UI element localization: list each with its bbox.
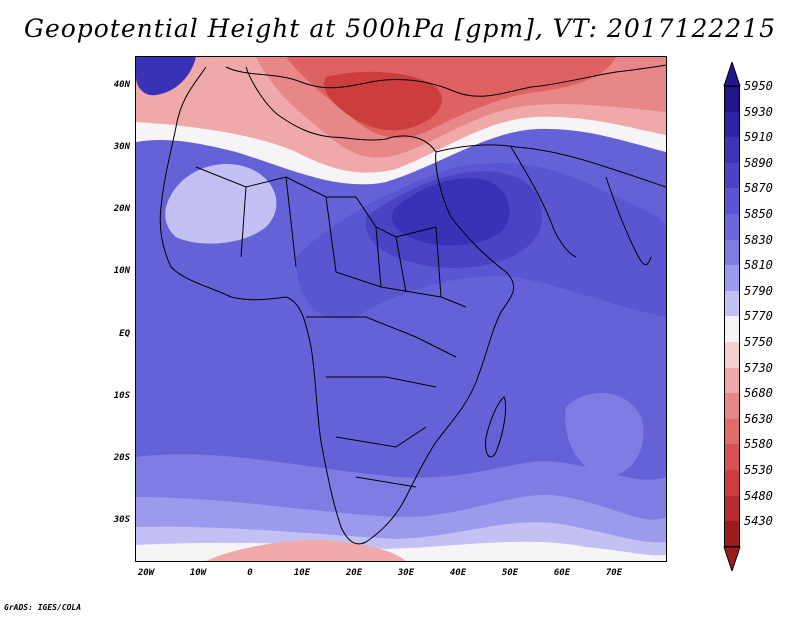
colorbar-swatch: [724, 444, 740, 470]
lon-label-50e: 50E: [501, 568, 519, 578]
colorbar-label: 5480: [744, 488, 773, 503]
colorbar-swatch: [724, 367, 740, 394]
lat-label-10s: 10S: [113, 391, 130, 401]
red-sea-coast: [510, 146, 577, 258]
colorbar-swatch: [724, 214, 740, 240]
field-band-5910: [391, 178, 510, 246]
footer-credit: GrADS: IGES/COLA: [4, 603, 82, 612]
country-borders: [195, 166, 467, 488]
lat-label-40n: 40N: [113, 80, 130, 90]
colorbar-swatch: [724, 111, 740, 138]
med-coast: [225, 64, 666, 97]
field-south-red: [206, 540, 406, 561]
colorbar-label: 5950: [744, 79, 773, 93]
colorbar-label: 5790: [744, 283, 773, 298]
coastlines: [159, 64, 666, 545]
colorbar-label: 5850: [744, 207, 773, 221]
colorbar-bottom-arrow: [723, 546, 741, 571]
colorbar-swatch: [724, 393, 740, 419]
colorbar-swatch: [724, 495, 740, 522]
colorbar-swatch: [724, 265, 740, 291]
india-coast: [605, 176, 652, 266]
colorbar-label: 5430: [744, 514, 773, 529]
colorbar-label: 5930: [744, 104, 773, 119]
colorbar-label: 5810: [744, 258, 773, 273]
colorbar-swatch: [724, 86, 740, 112]
colorbar-swatch: [724, 239, 740, 266]
geopotential-field: [136, 57, 666, 561]
madagascar-coast: [485, 396, 507, 458]
colorbar-label: 5680: [744, 386, 773, 401]
colorbar-swatch: [724, 290, 740, 317]
map-plot-area: [135, 56, 667, 562]
chart-title: Geopotential Height at 500hPa [gpm], VT:…: [23, 14, 777, 43]
colorbar-swatch: [724, 521, 740, 547]
colorbar-label: 5890: [744, 155, 773, 170]
lat-label-eq: EQ: [119, 329, 130, 339]
colorbar-top-arrow: [723, 62, 741, 86]
lon-label-10w: 10W: [189, 568, 207, 578]
field-nw-deep: [136, 57, 196, 96]
lon-label-30e: 30E: [397, 568, 415, 578]
lat-label-20s: 20S: [113, 453, 130, 463]
lon-label-70e: 70E: [605, 568, 623, 578]
colorbar-swatch: [724, 342, 740, 368]
field-patch-east: [565, 393, 644, 477]
colorbar-swatch: [724, 470, 740, 496]
africa-coast: [159, 66, 515, 545]
colorbar-swatch: [724, 188, 740, 214]
colorbar-label: 5750: [744, 335, 773, 349]
lat-label-30n: 30N: [113, 142, 130, 152]
lon-label-60e: 60E: [553, 568, 571, 578]
lon-label-20w: 20W: [137, 568, 155, 578]
colorbar-swatch: [724, 418, 740, 445]
colorbar-label: 5530: [744, 463, 773, 477]
colorbar-label: 5770: [744, 309, 773, 324]
colorbar-label: 5830: [744, 232, 773, 247]
lon-label-20e: 20E: [345, 568, 363, 578]
colorbar-label: 5580: [744, 437, 773, 452]
colorbar-label: 5910: [744, 130, 773, 145]
lon-label-0: 0: [247, 568, 253, 578]
lat-label-10n: 10N: [113, 266, 130, 276]
colorbar-label: 5870: [744, 181, 773, 196]
colorbar-swatch: [724, 137, 740, 163]
field-band-5580: [324, 71, 442, 131]
field-nw-light: [165, 163, 277, 244]
colorbar-label: 5730: [744, 360, 773, 375]
lon-label-10e: 10E: [293, 568, 311, 578]
lat-label-30s: 30S: [113, 515, 130, 525]
arabia-coast: [435, 144, 666, 188]
colorbar-label: 5630: [744, 411, 773, 426]
colorbar-swatch: [724, 162, 740, 189]
lat-label-20n: 20N: [113, 204, 130, 214]
lon-label-40e: 40E: [449, 568, 467, 578]
colorbar-swatch: [724, 316, 740, 342]
